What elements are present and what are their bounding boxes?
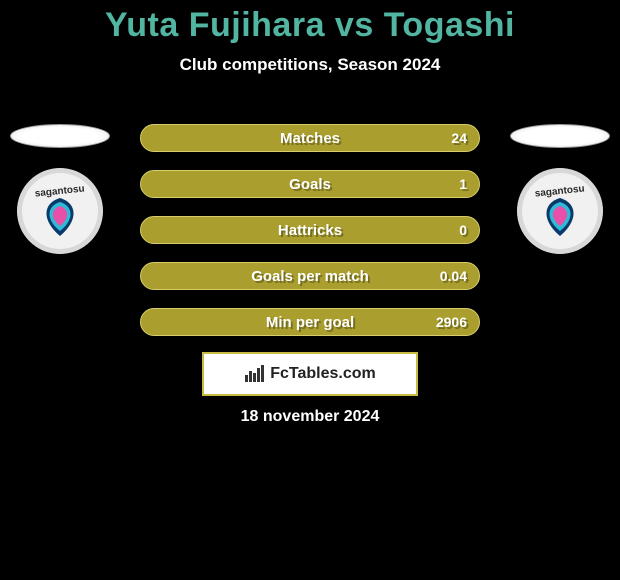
barchart-icon [244,365,266,383]
stat-value: 24 [451,125,467,151]
stat-value: 1 [459,171,467,197]
stat-label: Min per goal [141,309,479,335]
stat-row: Matches 24 [140,124,480,152]
page-subtitle: Club competitions, Season 2024 [0,55,620,75]
stat-value: 0 [459,217,467,243]
stat-row: Hattricks 0 [140,216,480,244]
stat-row: Goals per match 0.04 [140,262,480,290]
stat-label: Goals [141,171,479,197]
snapshot-date: 18 november 2024 [0,408,620,426]
attribution-brand: FcTables.com [270,365,376,383]
player-avatar-placeholder [10,124,110,148]
stat-row: Goals 1 [140,170,480,198]
player-right: sagantosu [510,124,610,254]
club-badge-icon: sagantosu [17,168,103,254]
page-title: Yuta Fujihara vs Togashi [0,0,620,45]
comparison-card: Yuta Fujihara vs Togashi Club competitio… [0,0,620,580]
stat-label: Matches [141,125,479,151]
stats-list: Matches 24 Goals 1 Hattricks 0 Goals per… [140,124,480,354]
attribution-link[interactable]: FcTables.com [202,352,418,396]
stat-value: 2906 [436,309,467,335]
player-avatar-placeholder [510,124,610,148]
player-left: sagantosu [10,124,110,254]
stat-value: 0.04 [440,263,467,289]
club-badge-right: sagantosu [517,168,603,254]
club-badge-left: sagantosu [17,168,103,254]
stat-label: Hattricks [141,217,479,243]
club-badge-icon: sagantosu [517,168,603,254]
stat-row: Min per goal 2906 [140,308,480,336]
stat-label: Goals per match [141,263,479,289]
